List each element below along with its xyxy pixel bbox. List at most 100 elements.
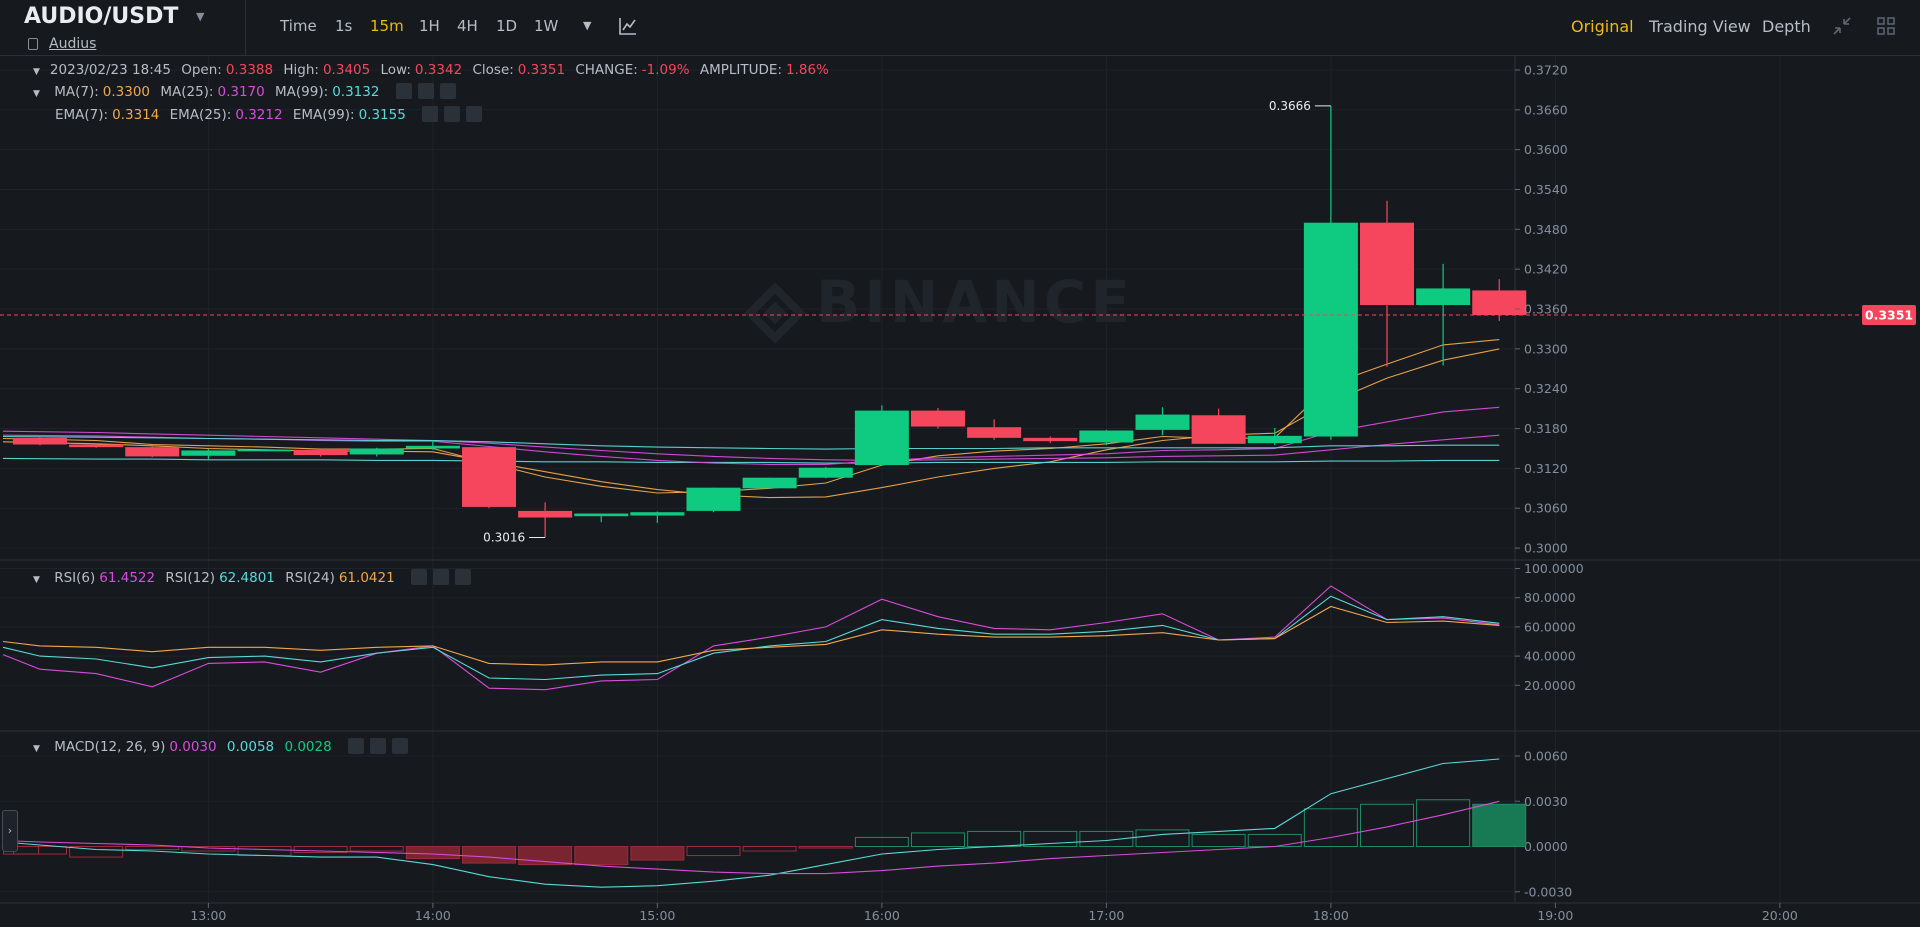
candle [518,502,573,538]
settings-gear-icon[interactable] [444,106,461,122]
candle-body [1303,222,1358,437]
tab-1d[interactable]: 1D [496,17,518,35]
candle [574,513,629,523]
x-tick-label: 15:00 [639,908,675,923]
settings-gear-icon[interactable] [417,83,434,99]
y-tick-label: 80.0000 [1524,590,1576,605]
x-tick-label: 14:00 [415,908,451,923]
watermark: BINANCE [816,268,1134,336]
candle [798,467,853,479]
settings-gear-icon[interactable] [432,569,449,585]
candle [1472,279,1527,321]
candle-body [405,445,460,449]
header-divider [245,0,246,55]
candle-body [237,449,292,452]
coin-name-link[interactable]: Audius [49,36,97,52]
macd-toggle-caret-icon[interactable]: ▼ [33,744,40,754]
series-line-rsi6 [2,585,1500,691]
candle [405,440,460,450]
close-icon[interactable] [466,106,483,122]
current-price-tag [1862,304,1916,325]
settings-gear-icon[interactable] [369,738,386,754]
macd-histogram-bar [1135,829,1190,847]
y-tick-label: 0.3420 [1524,262,1568,277]
tab-1h[interactable]: 1H [419,17,440,35]
y-tick-label: 0.3360 [1524,302,1568,317]
series-line-dea [2,800,1500,875]
y-tick-label: 40.0000 [1524,649,1576,664]
hide-eye-icon[interactable] [410,569,427,585]
view-trading-view[interactable]: Trading View [1649,17,1751,36]
rsi-toggle-caret-icon[interactable]: ▼ [33,575,40,585]
tab-4h[interactable]: 4H [457,17,478,35]
candle [237,449,292,452]
symbol-dropdown-caret-icon[interactable]: ▼ [196,10,205,23]
macd-histogram-bar [69,846,124,858]
price-axis: 0.3720 0.3660 0.3600 0.3540 0.3480 0.3420 0.33… [1515,62,1584,899]
macd-histogram-bar [854,836,909,848]
time-axis: 13:00 14:00 15:00 16:00 17:00 18:00 19:00 20:00 [190,903,1798,923]
candle-body [181,450,236,456]
candle [69,443,124,448]
candle-body [518,510,573,518]
collapse-arrows-icon[interactable] [1832,16,1852,36]
close-icon[interactable] [391,738,408,754]
candle [125,446,180,458]
hide-eye-icon[interactable] [422,106,439,122]
candle [181,449,236,460]
macd-histogram-bar [967,830,1022,848]
series-line-ma7 [2,348,1500,499]
hide-eye-icon[interactable] [395,83,412,99]
macd-histogram-bar [686,846,741,857]
view-original[interactable]: Original [1571,17,1634,36]
legend-toggle-caret-icon[interactable]: ▼ [33,67,40,77]
close-icon[interactable] [439,83,456,99]
symbol-title[interactable]: AUDIO/USDT [24,4,179,29]
candlesticks [13,105,1527,538]
candle-body [69,444,124,448]
candle-body [574,513,629,517]
rsi-legend: ▼ RSI(6) 61.4522 RSI(12) 62.4801 RSI(24) 61… [33,569,471,586]
tab-time[interactable]: Time [280,17,317,35]
y-tick-label: 0.3120 [1524,461,1568,476]
more-timeframes-chevron-down-icon[interactable]: ▼ [583,19,592,32]
y-tick-label: 100.0000 [1524,561,1584,576]
hide-eye-icon[interactable] [347,738,364,754]
indicator-chart-icon[interactable] [618,16,638,36]
series-line-rsi24 [2,605,1500,666]
macd-histogram-bar [1360,803,1414,847]
macd-histogram-bar [1416,799,1471,847]
y-tick-label: 0.3600 [1524,142,1568,157]
y-tick-label: 0.3540 [1524,182,1568,197]
tab-1w[interactable]: 1W [534,17,559,35]
candle-body [13,437,67,445]
macd-histogram-bar [630,846,685,861]
candle [1360,200,1414,367]
macd-histogram-bar [798,846,853,849]
tab-1s[interactable]: 1s [335,17,353,35]
y-tick-label: 0.3000 [1524,541,1568,556]
series-line-dif [2,758,1500,888]
layout-grid-icon[interactable] [1876,16,1896,36]
candle [630,511,685,523]
candle-body [742,477,797,489]
price-annotations: 0.3666 0.3016 0.3351 [0,99,1916,544]
candle [13,437,67,446]
view-depth[interactable]: Depth [1762,17,1811,36]
candle [293,449,348,457]
expand-toolbar-chevron-right-icon[interactable]: › [2,810,18,852]
series-line-rsi12 [2,595,1500,681]
macd-panel [2,758,1527,888]
x-tick-label: 16:00 [864,908,900,923]
macd-histogram-bar [237,846,292,857]
ema-legend: EMA(7): 0.3314 EMA(25): 0.3212 EMA(99): 0.3… [55,106,483,123]
tab-15m[interactable]: 15m [370,17,404,35]
candle-body [798,467,853,478]
ma-toggle-caret-icon[interactable]: ▼ [33,89,40,99]
macd-histogram-bar [1472,803,1527,847]
y-tick-label: -0.0030 [1524,884,1572,899]
macd-histogram-bar [462,846,516,864]
macd-histogram-bar [911,832,965,847]
close-icon[interactable] [454,569,471,585]
